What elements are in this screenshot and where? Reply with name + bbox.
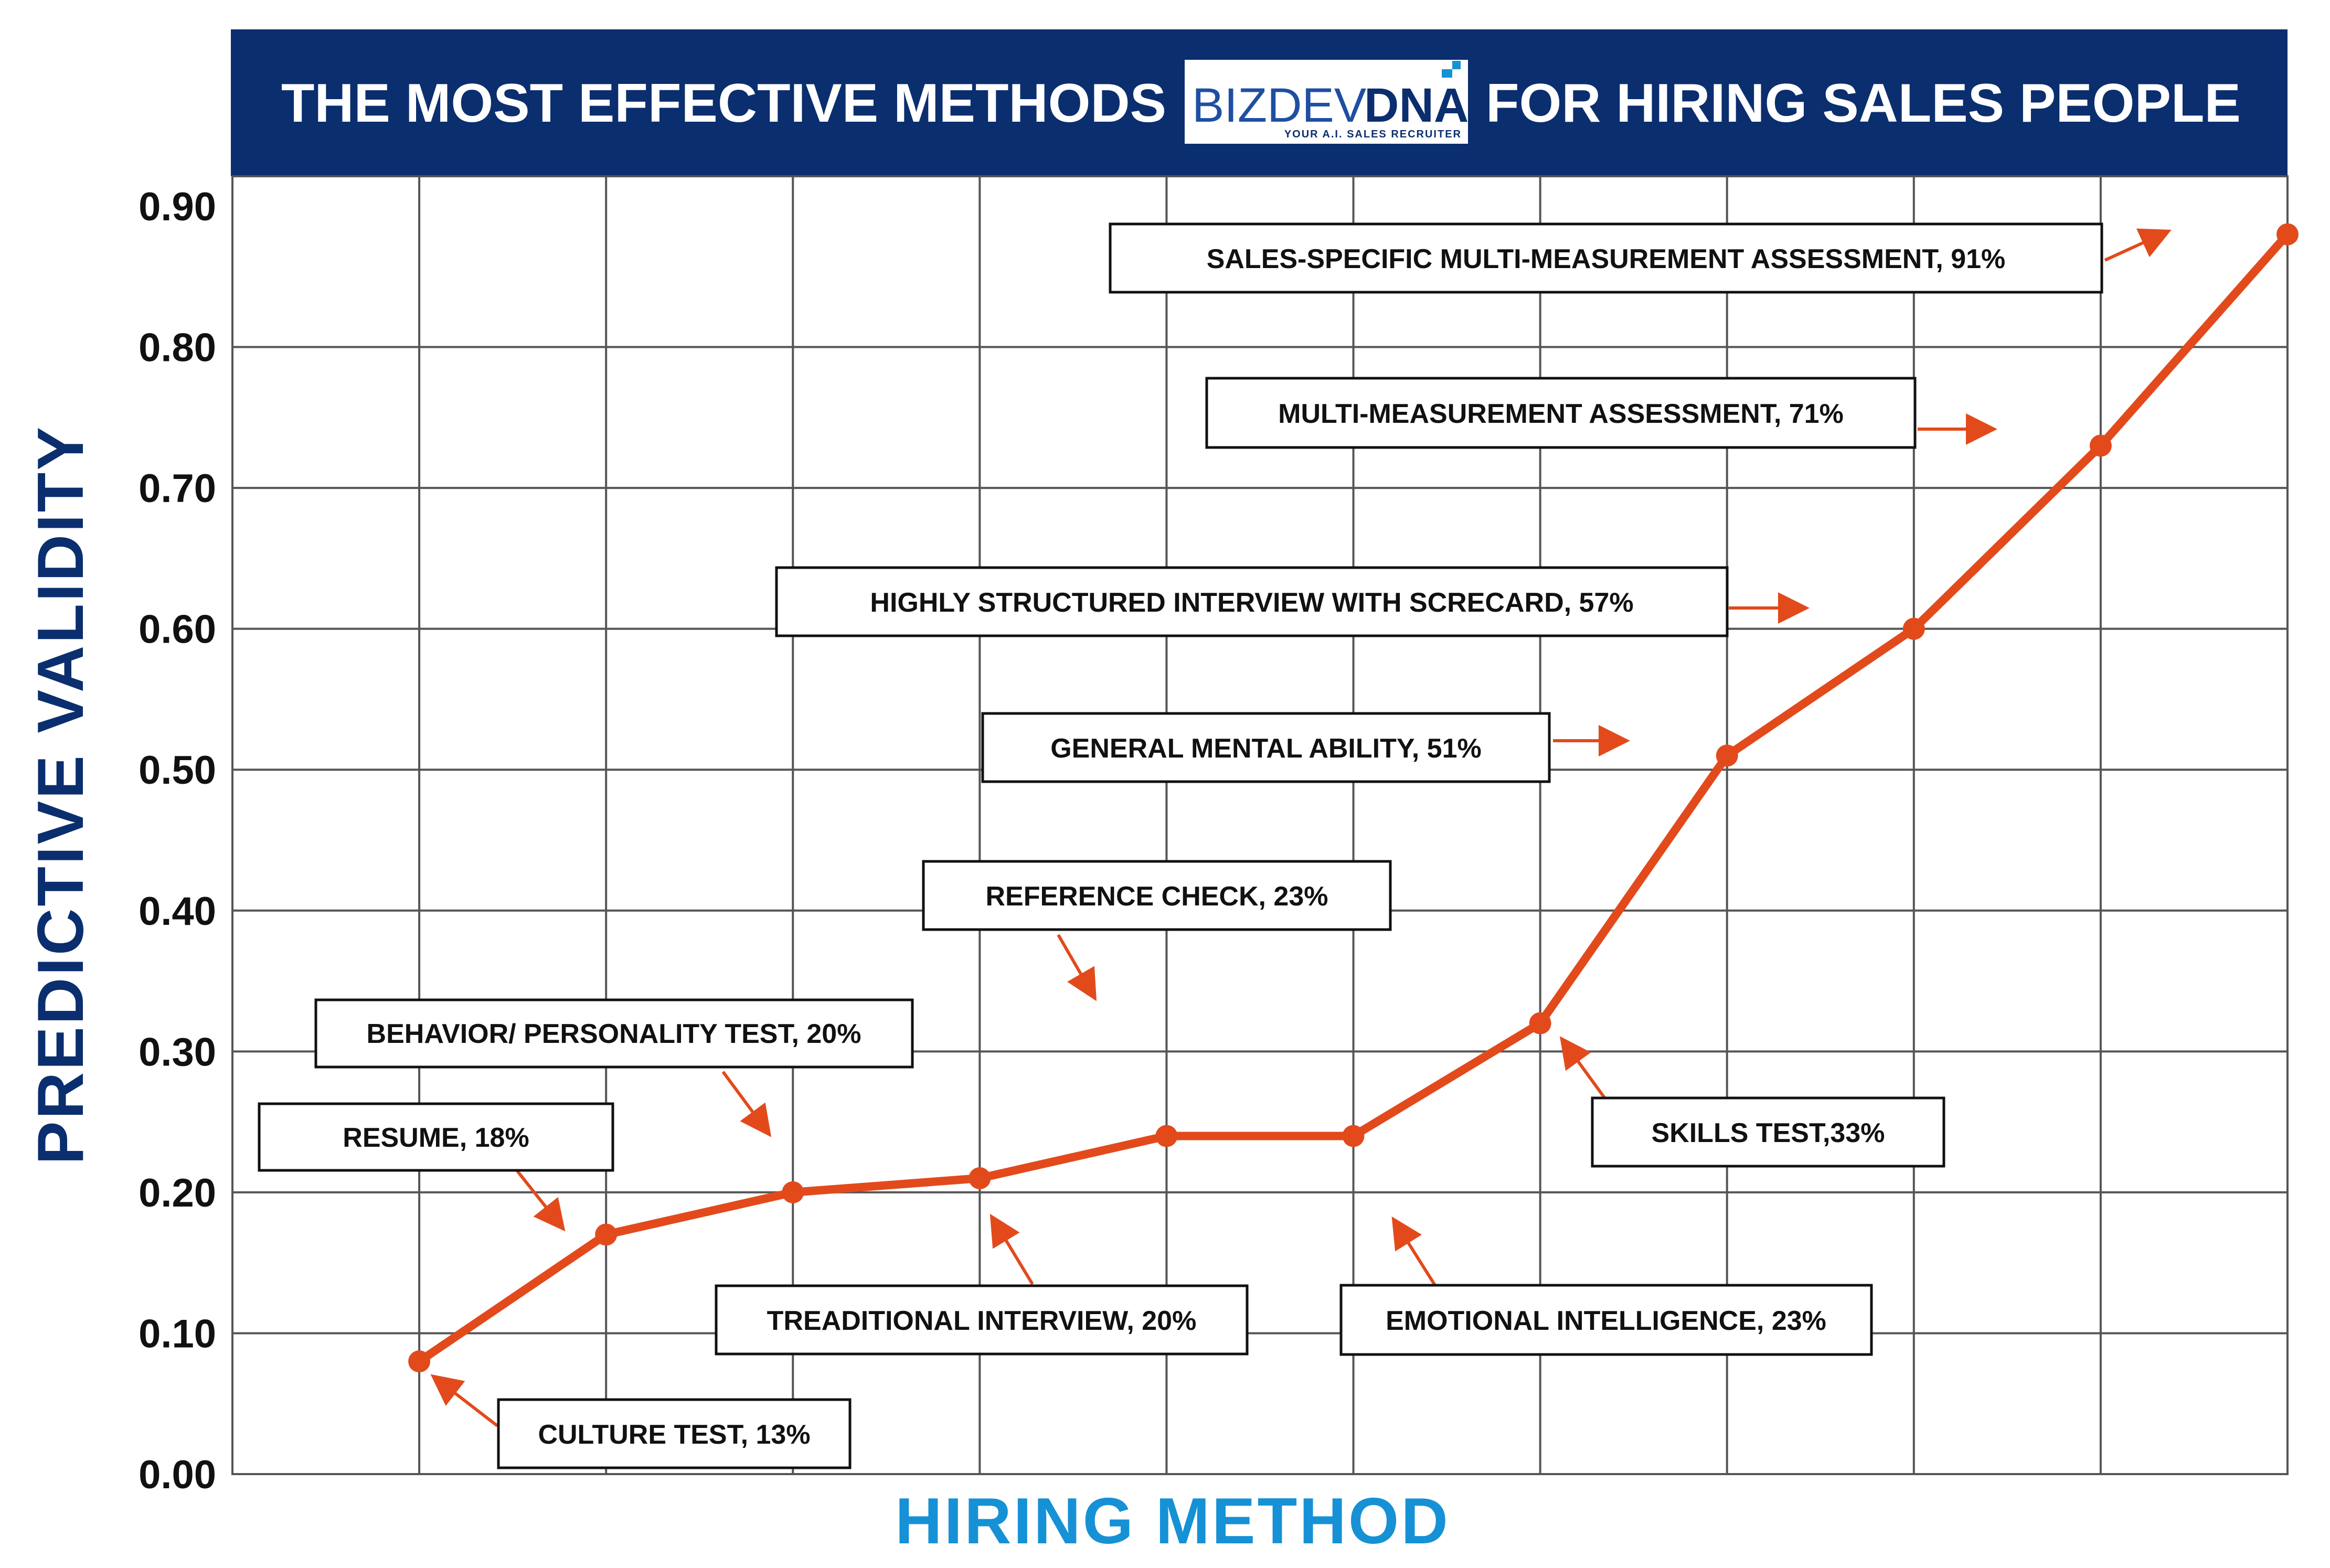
arrow-behavior: [721, 1071, 772, 1137]
y-tick-label: 0.50: [139, 748, 216, 793]
y-tick-label: 0.30: [139, 1030, 216, 1074]
annotation-arrows: [430, 228, 2172, 1427]
arrow-sales-specific: [2104, 228, 2172, 262]
data-point: [782, 1181, 804, 1203]
arrow-reference-check: [1057, 934, 1097, 1001]
y-tick-label: 0.40: [139, 889, 216, 934]
arrow-skills-test: [1559, 1036, 1607, 1100]
y-tick-label: 0.60: [139, 607, 216, 652]
data-point: [1342, 1125, 1365, 1147]
annotation-box: [1205, 377, 1917, 449]
annotation-box: [1339, 1284, 1873, 1356]
logo-tagline: YOUR A.I. SALES RECRUITER: [1284, 129, 1462, 140]
y-tick-label: 0.10: [139, 1311, 216, 1356]
data-point: [1716, 744, 1738, 767]
y-tick-label: 0.70: [139, 466, 216, 511]
annotation-label: TREADITIONAL INTERVIEW, 20%: [767, 1306, 1197, 1336]
annotation-box: [922, 860, 1392, 931]
annotation-box: [314, 998, 914, 1069]
annotation-multi-measurement: MULTI-MEASUREMENT ASSESSMENT, 71%: [1205, 377, 1917, 449]
annotation-box: [981, 712, 1551, 783]
annotation-label: RESUME, 18%: [343, 1123, 529, 1153]
title-left: THE MOST EFFECTIVE METHODS: [281, 73, 1166, 134]
data-point: [408, 1350, 431, 1373]
annotation-label: SALES-SPECIFIC MULTI-MEASUREMENT ASSESSM…: [1207, 244, 2006, 274]
annotation-box: [715, 1284, 1249, 1356]
data-point: [1902, 617, 1925, 640]
annotation-label: EMOTIONAL INTELLIGENCE, 23%: [1386, 1306, 1826, 1336]
annotation-box: [1591, 1096, 1945, 1168]
logo-brand-bold: DNA: [1364, 79, 1469, 132]
data-point: [595, 1223, 618, 1246]
x-axis-label: HIRING METHOD: [895, 1485, 1450, 1558]
data-point: [1529, 1012, 1551, 1034]
annotation-label: HIGHLY STRUCTURED INTERVIEW WITH SCRECAR…: [870, 588, 1633, 618]
data-point: [2276, 223, 2299, 246]
logo-brand-light: BIZDEV: [1192, 79, 1366, 132]
logo-box: [1185, 60, 1468, 144]
y-tick-label: 0.90: [139, 185, 216, 229]
annotation-label: REFERENCE CHECK, 23%: [985, 881, 1328, 912]
annotation-traditional-interview: TREADITIONAL INTERVIEW, 20%: [715, 1284, 1249, 1356]
data-point: [1155, 1125, 1178, 1147]
annotation-sales-specific: SALES-SPECIFIC MULTI-MEASUREMENT ASSESSM…: [1109, 222, 2103, 294]
data-point: [969, 1167, 991, 1190]
y-tick-label: 0.20: [139, 1171, 216, 1215]
annotation-label: MULTI-MEASUREMENT ASSESSMENT, 71%: [1278, 399, 1844, 429]
y-axis-label: PREDICTIVE VALIDITY: [25, 425, 97, 1165]
y-tick-labels: 0.00 0.10 0.20 0.30 0.40 0.50 0.60 0.70 0.80 0.90: [139, 185, 216, 1497]
annotation-label: BEHAVIOR/ PERSONALITY TEST, 20%: [367, 1019, 861, 1049]
arrow-emotional-intelligence: [1391, 1216, 1438, 1288]
annotation-box: [497, 1398, 852, 1469]
annotation-culture-test: CULTURE TEST, 13%: [497, 1398, 852, 1469]
annotation-label: GENERAL MENTAL ABILITY, 51%: [1050, 733, 1482, 764]
data-points: [408, 223, 2299, 1373]
annotation-reference-check: REFERENCE CHECK, 23%: [922, 860, 1392, 931]
annotation-skills-test: SKILLS TEST,33%: [1591, 1096, 1945, 1168]
annotation-general-mental-ability: GENERAL MENTAL ABILITY, 51%: [981, 712, 1551, 783]
annotation-box: [1109, 222, 2103, 294]
annotation-structured-interview: HIGHLY STRUCTURED INTERVIEW WITH SCRECAR…: [775, 566, 1729, 637]
annotation-box: [775, 566, 1729, 637]
arrow-culture-test: [430, 1374, 498, 1427]
y-tick-label: 0.80: [139, 326, 216, 370]
annotation-resume: RESUME, 18%: [258, 1102, 614, 1172]
annotation-label: SKILLS TEST,33%: [1652, 1118, 1885, 1148]
plot-frame: [231, 175, 2289, 1475]
arrow-traditional-interview: [990, 1213, 1034, 1285]
annotation-behavior-personality-test: BEHAVIOR/ PERSONALITY TEST, 20%: [314, 998, 914, 1069]
arrow-resume: [515, 1169, 566, 1232]
annotation-label: CULTURE TEST, 13%: [538, 1420, 810, 1450]
y-tick-label: 0.00: [139, 1453, 216, 1497]
annotation-emotional-intelligence: EMOTIONAL INTELLIGENCE, 23%: [1339, 1284, 1873, 1356]
data-point: [2089, 434, 2112, 457]
annotation-box: [258, 1102, 614, 1172]
logo-plus-icon: [1442, 61, 1461, 78]
title-right: FOR HIRING SALES PEOPLE: [1486, 73, 2241, 134]
logo: BIZDEV DNA YOUR A.I. SALES RECRUITER: [1185, 60, 1469, 144]
